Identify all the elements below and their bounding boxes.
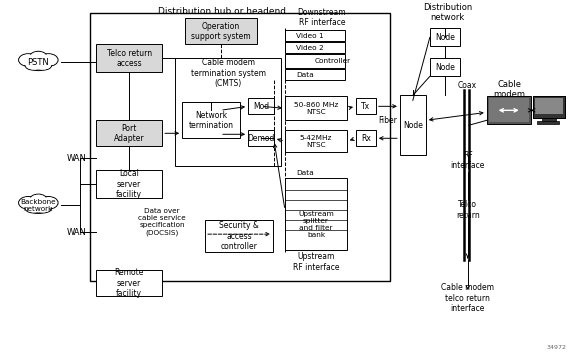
Text: Fiber: Fiber — [378, 116, 397, 125]
Ellipse shape — [40, 197, 57, 208]
Bar — [533, 96, 565, 118]
Text: Network
termination: Network termination — [189, 111, 234, 130]
Ellipse shape — [20, 197, 37, 208]
Text: Controller: Controller — [315, 58, 351, 64]
Bar — [185, 18, 257, 44]
Text: Backbone
network: Backbone network — [21, 199, 56, 212]
Text: 50-860 MHz
NTSC: 50-860 MHz NTSC — [294, 102, 338, 115]
Ellipse shape — [39, 54, 58, 66]
Ellipse shape — [26, 61, 41, 70]
Text: Node: Node — [403, 121, 423, 130]
Bar — [537, 121, 559, 124]
Text: Node: Node — [435, 33, 455, 42]
Ellipse shape — [34, 61, 52, 70]
Ellipse shape — [20, 55, 37, 65]
Ellipse shape — [39, 196, 58, 209]
Text: Rx: Rx — [361, 134, 371, 143]
Bar — [182, 102, 240, 138]
Text: Data over
cable service
specification
(DOCSIS): Data over cable service specification (D… — [138, 208, 186, 236]
Text: Distribution
network: Distribution network — [423, 3, 472, 22]
Text: 34972: 34972 — [546, 345, 567, 350]
Ellipse shape — [30, 51, 47, 63]
Ellipse shape — [18, 196, 38, 209]
Bar — [96, 270, 162, 296]
Bar — [430, 58, 460, 76]
Text: Downstream
RF interface: Downstream RF interface — [298, 8, 346, 27]
Text: Node: Node — [435, 63, 455, 72]
Ellipse shape — [26, 204, 41, 212]
Bar — [248, 130, 274, 146]
Bar — [356, 130, 376, 146]
Text: Demod: Demod — [247, 134, 275, 143]
Text: Distribution hub or headend: Distribution hub or headend — [158, 7, 286, 17]
Bar — [488, 98, 529, 122]
Ellipse shape — [26, 54, 51, 71]
Bar — [205, 220, 273, 252]
Bar — [430, 29, 460, 46]
Text: Video 2: Video 2 — [296, 45, 324, 51]
Text: Cable
modem: Cable modem — [494, 80, 526, 99]
Ellipse shape — [25, 203, 42, 213]
Text: Telco
return: Telco return — [456, 201, 480, 220]
Ellipse shape — [35, 204, 51, 212]
Bar — [285, 130, 347, 152]
Ellipse shape — [40, 55, 57, 65]
Text: Video 1: Video 1 — [296, 33, 324, 39]
Text: Remote
server
facility: Remote server facility — [115, 268, 144, 298]
Text: PSTN: PSTN — [28, 58, 49, 67]
Bar — [487, 96, 531, 124]
Ellipse shape — [30, 195, 46, 205]
Ellipse shape — [18, 54, 38, 66]
Bar — [534, 98, 563, 114]
Text: 5-42MHz
NTSC: 5-42MHz NTSC — [300, 135, 332, 148]
Bar — [533, 96, 565, 118]
Text: Operation
support system: Operation support system — [191, 22, 251, 41]
Text: WAN: WAN — [67, 228, 86, 237]
Text: Upstream
RF interface: Upstream RF interface — [293, 252, 339, 272]
Bar — [285, 42, 345, 54]
Bar — [542, 118, 556, 121]
Text: Local
server
facility: Local server facility — [116, 169, 142, 199]
Bar — [90, 13, 390, 281]
Text: Data: Data — [296, 73, 314, 78]
Bar — [285, 30, 345, 42]
Text: RF
interface: RF interface — [451, 151, 485, 170]
Bar — [96, 44, 162, 73]
Bar — [96, 120, 162, 146]
Bar — [96, 170, 162, 198]
Text: Upstream
splitter
and filter
bank: Upstream splitter and filter bank — [298, 210, 334, 238]
Text: Coax: Coax — [457, 81, 476, 90]
Ellipse shape — [34, 203, 52, 213]
Text: Telco return
access: Telco return access — [107, 49, 152, 68]
Ellipse shape — [26, 197, 51, 213]
Bar — [285, 178, 347, 250]
Bar — [285, 96, 347, 120]
Bar — [356, 98, 376, 114]
Text: Cable modem
termination system
(CMTS): Cable modem termination system (CMTS) — [191, 58, 266, 88]
Ellipse shape — [30, 52, 46, 62]
Bar — [175, 58, 281, 166]
Text: Data: Data — [296, 170, 314, 176]
Text: Tx: Tx — [362, 102, 370, 111]
Text: Security &
access
controller: Security & access controller — [219, 221, 259, 251]
Text: Port
Adapter: Port Adapter — [114, 124, 145, 143]
Text: WAN: WAN — [67, 154, 86, 163]
Bar — [400, 95, 426, 155]
Ellipse shape — [35, 61, 51, 70]
Ellipse shape — [27, 198, 49, 213]
Ellipse shape — [30, 194, 47, 206]
Text: Cable modem
telco return
interface: Cable modem telco return interface — [441, 283, 494, 313]
Bar — [285, 55, 345, 68]
Ellipse shape — [27, 55, 49, 70]
Bar — [248, 98, 274, 114]
Text: Mod: Mod — [253, 102, 269, 111]
Bar — [285, 69, 345, 80]
Ellipse shape — [25, 61, 42, 70]
